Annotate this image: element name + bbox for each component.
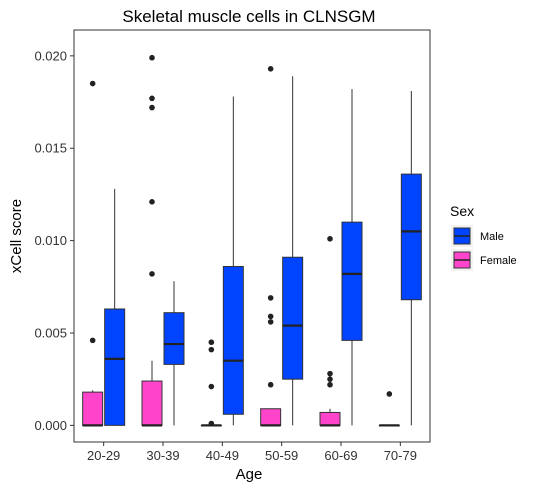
male-box [163, 312, 185, 365]
x-axis-title: Age [236, 466, 263, 483]
y-tick-label: 0.015 [34, 141, 67, 156]
male-box [282, 256, 304, 380]
y-tick-label: 0.005 [34, 325, 67, 340]
female-outlier-point [267, 65, 274, 72]
x-tick-label: 30-39 [146, 448, 179, 463]
female-outlier-point [327, 235, 333, 242]
male-box [222, 265, 244, 415]
female-outlier-point [208, 420, 215, 427]
female-box [82, 391, 104, 426]
x-tick-label: 70-79 [384, 448, 417, 463]
female-outlier-point [386, 391, 393, 397]
female-outlier-point [267, 295, 274, 301]
y-tick-label: 0.010 [34, 233, 67, 248]
chart-title: Skeletal muscle cells in CLNSGM [122, 7, 375, 26]
female-outlier-point [267, 381, 274, 388]
female-outlier-point [149, 104, 155, 111]
male-box [400, 173, 422, 301]
x-tick-label: 50-59 [265, 448, 298, 463]
female-outlier-point [208, 383, 215, 390]
x-tick-label: 40-49 [206, 448, 239, 463]
female-outlier-point [89, 337, 96, 344]
legend: Sex Male Female [450, 203, 517, 271]
female-outlier-point [149, 199, 155, 205]
female-outlier-point [149, 95, 155, 102]
plot-layer [82, 54, 422, 427]
female-outlier-point [149, 271, 155, 277]
female-outlier-point [327, 376, 333, 382]
female-outlier-point [327, 381, 333, 388]
female-outlier-point [89, 80, 96, 87]
legend-title: Sex [450, 203, 474, 219]
female-box [319, 411, 341, 426]
legend-label-male: Male [480, 231, 504, 243]
legend-label-female: Female [480, 255, 517, 267]
female-outlier-point [208, 346, 215, 353]
female-box [260, 408, 282, 426]
x-tick-label: 20-29 [87, 448, 120, 463]
female-box [141, 380, 163, 426]
male-box [104, 308, 126, 426]
female-outlier-point [327, 370, 333, 377]
y-tick-label: 0.000 [34, 418, 67, 433]
female-outlier-point [267, 313, 274, 320]
female-outlier-point [267, 319, 274, 325]
plot-panel [73, 29, 431, 443]
male-box [341, 221, 363, 341]
female-outlier-point [208, 339, 215, 346]
x-tick-label: 60-69 [324, 448, 357, 463]
female-outlier-point [149, 54, 155, 61]
y-axis-title: xCell score [8, 199, 25, 273]
y-tick-label: 0.020 [34, 48, 67, 63]
axis-layer: 0.000 0.005 0.010 0.015 0.020 20-29 30-39 40-49… [34, 48, 417, 463]
